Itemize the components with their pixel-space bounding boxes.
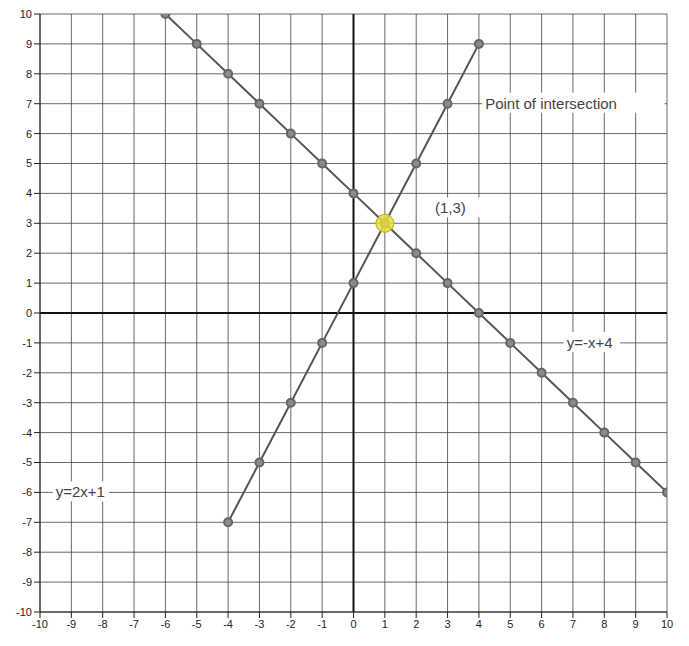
svg-text:-5: -5 [22, 456, 32, 468]
svg-text:-10: -10 [32, 618, 48, 630]
svg-text:1: 1 [382, 618, 388, 630]
svg-text:-5: -5 [192, 618, 202, 630]
svg-text:-6: -6 [161, 618, 171, 630]
svg-text:-9: -9 [22, 576, 32, 588]
svg-text:-8: -8 [22, 546, 32, 558]
svg-text:-1: -1 [317, 618, 327, 630]
svg-text:-3: -3 [255, 618, 265, 630]
svg-text:-2: -2 [22, 367, 32, 379]
svg-text:4: 4 [476, 618, 482, 630]
svg-text:(1,3): (1,3) [435, 199, 466, 216]
svg-text:5: 5 [26, 157, 32, 169]
svg-text:6: 6 [539, 618, 545, 630]
svg-text:-7: -7 [22, 516, 32, 528]
svg-text:2: 2 [26, 247, 32, 259]
svg-text:y=2x+1: y=2x+1 [56, 483, 105, 500]
svg-text:8: 8 [601, 618, 607, 630]
svg-text:6: 6 [26, 128, 32, 140]
svg-text:8: 8 [26, 68, 32, 80]
svg-text:10: 10 [661, 618, 673, 630]
svg-text:1: 1 [26, 277, 32, 289]
svg-text:0: 0 [350, 618, 356, 630]
svg-text:-2: -2 [286, 618, 296, 630]
svg-text:9: 9 [633, 618, 639, 630]
svg-text:4: 4 [26, 187, 32, 199]
svg-text:-4: -4 [22, 427, 32, 439]
svg-text:7: 7 [26, 98, 32, 110]
svg-text:10: 10 [20, 8, 32, 20]
svg-text:-6: -6 [22, 486, 32, 498]
svg-text:-7: -7 [129, 618, 139, 630]
svg-text:y=-x+4: y=-x+4 [567, 334, 613, 351]
svg-text:-4: -4 [223, 618, 233, 630]
svg-text:-8: -8 [98, 618, 108, 630]
svg-text:Point of intersection: Point of intersection [485, 95, 617, 112]
svg-text:0: 0 [26, 307, 32, 319]
svg-text:3: 3 [26, 217, 32, 229]
svg-text:5: 5 [507, 618, 513, 630]
svg-text:-1: -1 [22, 337, 32, 349]
svg-text:-3: -3 [22, 397, 32, 409]
svg-text:2: 2 [413, 618, 419, 630]
svg-text:-10: -10 [16, 606, 32, 618]
svg-text:7: 7 [570, 618, 576, 630]
svg-text:3: 3 [444, 618, 450, 630]
svg-text:-9: -9 [66, 618, 76, 630]
svg-text:9: 9 [26, 38, 32, 50]
